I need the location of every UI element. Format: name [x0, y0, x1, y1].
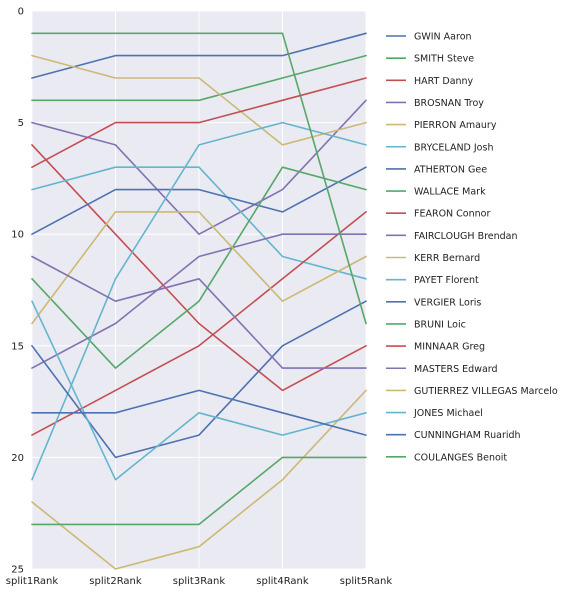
- series-line: [31, 166, 367, 235]
- legend-label: COULANGES Benoit: [414, 452, 507, 463]
- legend-label: MINNAAR Greg: [414, 342, 485, 353]
- series-line: [31, 54, 367, 102]
- y-tick-label: 0: [18, 7, 24, 18]
- legend-label: CUNNINGHAM Ruaridh: [414, 430, 521, 441]
- series-line: [31, 456, 367, 526]
- series-line: [31, 389, 367, 570]
- legend-label: WALLACE Mark: [414, 187, 486, 198]
- y-tick-label: 15: [11, 341, 24, 352]
- series-line: [31, 233, 367, 369]
- legend-label: PIERRON Amaury: [414, 120, 497, 131]
- series-line: [31, 32, 367, 325]
- series-lines: [31, 32, 367, 570]
- y-tick-label: 25: [11, 565, 24, 576]
- legend-label: PAYET Florent: [414, 275, 479, 286]
- legend-label: GUTIERREZ VILLEGAS Marcelo: [414, 386, 558, 397]
- x-tick-label: split5Rank: [340, 576, 393, 587]
- legend-label: BROSNAN Troy: [414, 98, 484, 109]
- y-tick-label: 5: [18, 118, 24, 129]
- y-axis-ticks: 0 5 10 15 20 25: [11, 7, 24, 576]
- legend-label: JONES Michael: [413, 408, 483, 419]
- series-line: [31, 77, 367, 168]
- x-tick-label: split1Rank: [6, 576, 59, 587]
- y-tick-label: 20: [11, 453, 24, 464]
- legend-label: HART Danny: [414, 76, 474, 87]
- legend: GWIN Aaron SMITH Steve HART Danny BROSNAN T…: [386, 32, 558, 463]
- legend-label: VERGIER Loris: [414, 297, 481, 308]
- series-line: [31, 32, 367, 79]
- x-tick-label: split2Rank: [89, 576, 142, 587]
- x-axis-ticks: split1Rank split2Rank split3Rank split4Rank…: [6, 576, 393, 587]
- series-line: [31, 389, 367, 436]
- series-line: [31, 300, 367, 481]
- series-line: [31, 255, 367, 369]
- legend-label: SMITH Steve: [414, 54, 474, 65]
- y-tick-label: 10: [11, 230, 24, 241]
- legend-label: FAIRCLOUGH Brendan: [414, 231, 518, 242]
- legend-label: BRYCELAND Josh: [414, 142, 493, 153]
- legend-label: FEARON Connor: [414, 209, 490, 220]
- series-line: [31, 211, 367, 325]
- legend-label: MASTERS Edward: [414, 364, 498, 375]
- legend-label: GWIN Aaron: [414, 32, 472, 43]
- legend-label: KERR Bernard: [414, 253, 480, 264]
- series-line: [31, 54, 367, 146]
- series-line: [31, 211, 367, 436]
- legend-label: ATHERTON Gee: [414, 164, 487, 175]
- x-tick-label: split3Rank: [173, 576, 226, 587]
- x-tick-label: split4Rank: [256, 576, 309, 587]
- legend-label: BRUNI Loic: [414, 319, 466, 330]
- series-line: [31, 166, 367, 280]
